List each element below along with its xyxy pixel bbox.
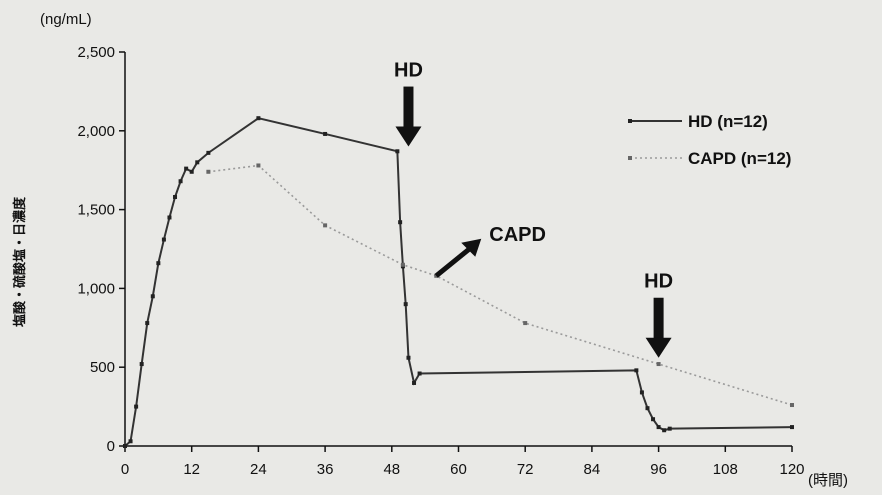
hd-point — [184, 166, 189, 171]
capd-point — [323, 223, 328, 228]
capd-point — [206, 169, 211, 174]
hd-point — [667, 426, 672, 431]
y-ticks: 0 500 1,000 1,500 2,000 2,500 — [77, 44, 125, 455]
hd-point — [156, 261, 161, 266]
hd-point — [134, 404, 139, 409]
hd-point — [256, 116, 261, 121]
hd-point — [323, 131, 328, 136]
arrow-shaft — [653, 297, 664, 340]
x-tick-label: 96 — [650, 461, 667, 478]
hd-point — [173, 194, 178, 199]
annotation-layer: HD HD CAPD — [394, 60, 673, 358]
y-tick-label: 500 — [90, 359, 115, 376]
x-tick-label: 48 — [383, 461, 400, 478]
y-unit-label: (ng/mL) — [40, 11, 92, 28]
capd-point — [400, 262, 405, 267]
hd-point — [123, 444, 127, 448]
x-tick-label: 24 — [250, 461, 267, 478]
x-tick-label: 108 — [713, 461, 738, 478]
legend-item: CAPD (n=12) — [628, 149, 791, 168]
arrow-up-right-icon — [461, 238, 482, 257]
hd-point — [412, 380, 417, 385]
x-tick-label: 72 — [517, 461, 534, 478]
hd-annotation: HD — [644, 271, 673, 358]
hd-point — [161, 237, 166, 242]
hd-point — [195, 160, 200, 165]
x-unit-label: (時間) — [808, 472, 848, 489]
capd-point — [523, 321, 528, 326]
y-tick-label: 1,500 — [77, 202, 115, 219]
capd-line — [208, 164, 793, 406]
capd-annotation: CAPD — [434, 224, 546, 278]
hd-point — [656, 425, 661, 430]
x-tick-label: 84 — [584, 461, 601, 478]
arrow-down-icon — [395, 126, 422, 147]
hd-point — [406, 355, 411, 360]
capd-point — [790, 403, 794, 408]
y-tick-label: 1,000 — [77, 280, 115, 297]
x-tick-label: 60 — [450, 461, 467, 478]
hd-point — [645, 406, 650, 411]
hd-point — [634, 368, 639, 373]
arrow-down-icon — [645, 337, 672, 358]
arrow-shaft — [403, 86, 414, 129]
hd-point — [145, 321, 150, 326]
legend-item: HD (n=12) — [628, 112, 768, 131]
hd-point — [398, 220, 403, 225]
hd-point — [189, 169, 194, 174]
legend-label: HD (n=12) — [688, 112, 768, 131]
hd-point — [139, 362, 144, 367]
y-tick-label: 2,000 — [77, 123, 115, 140]
hd-point — [150, 294, 155, 299]
x-tick-label: 120 — [779, 461, 804, 478]
hd-point — [639, 390, 644, 395]
hd-point — [128, 439, 133, 444]
legend-marker — [628, 119, 632, 123]
legend: HD (n=12) CAPD (n=12) — [628, 112, 791, 168]
hd-point — [417, 371, 422, 376]
y-tick-label: 0 — [107, 438, 115, 455]
hd-point — [790, 425, 794, 430]
hd-point — [178, 179, 183, 184]
y-axis-title: 塩酸・硫酸塩・日濃度 — [12, 196, 27, 327]
series-capd — [206, 163, 794, 408]
legend-label: CAPD (n=12) — [688, 149, 791, 168]
hd-line — [124, 117, 793, 447]
hd-annotation-label: HD — [644, 271, 673, 293]
legend-marker — [628, 156, 632, 160]
hd-point — [662, 428, 667, 433]
hd-point — [167, 215, 172, 220]
x-tick-label: 36 — [317, 461, 334, 478]
hd-point — [651, 417, 656, 422]
series-hd — [123, 116, 794, 448]
capd-point — [256, 163, 261, 168]
x-ticks: 0 12 24 36 48 60 72 84 96 108 120 — [121, 446, 805, 478]
hd-annotation-label: HD — [394, 60, 423, 82]
hd-point — [403, 302, 408, 307]
hd-point — [395, 149, 400, 154]
capd-point — [656, 362, 661, 367]
y-tick-label: 2,500 — [77, 44, 115, 61]
hd-point — [206, 150, 211, 155]
x-tick-label: 12 — [183, 461, 200, 478]
arrow-shaft — [434, 243, 475, 278]
hd-annotation: HD — [394, 60, 423, 147]
x-tick-label: 0 — [121, 461, 129, 478]
series-layer — [123, 116, 794, 448]
capd-annotation-label: CAPD — [489, 224, 546, 246]
